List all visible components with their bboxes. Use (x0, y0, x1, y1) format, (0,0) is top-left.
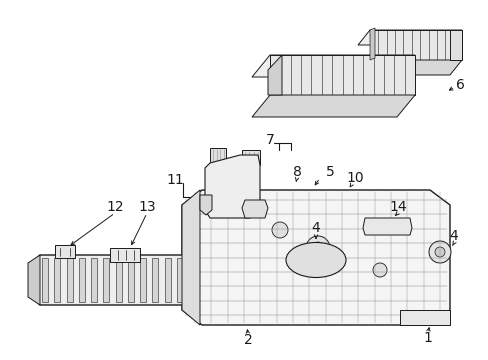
Polygon shape (91, 258, 97, 302)
Polygon shape (357, 60, 461, 75)
Polygon shape (399, 310, 449, 325)
Text: 14: 14 (388, 200, 406, 214)
Text: 8: 8 (292, 165, 301, 179)
Polygon shape (449, 30, 461, 60)
Text: 4: 4 (448, 229, 457, 243)
Polygon shape (242, 150, 260, 165)
Polygon shape (204, 155, 260, 218)
Polygon shape (369, 30, 461, 60)
Polygon shape (182, 190, 200, 325)
Text: 12: 12 (106, 200, 123, 214)
Circle shape (428, 241, 450, 263)
Text: 10: 10 (346, 171, 363, 185)
Polygon shape (182, 190, 449, 325)
Polygon shape (357, 30, 461, 45)
Text: 7: 7 (265, 133, 274, 147)
Circle shape (434, 247, 444, 257)
Text: 6: 6 (455, 78, 464, 92)
Polygon shape (115, 258, 122, 302)
Polygon shape (140, 258, 146, 302)
Polygon shape (128, 258, 134, 302)
Polygon shape (30, 255, 195, 305)
Text: 1: 1 (423, 331, 431, 345)
Polygon shape (269, 55, 414, 95)
Polygon shape (177, 258, 183, 302)
Polygon shape (200, 195, 212, 215)
Text: 13: 13 (138, 200, 156, 214)
Text: 4: 4 (311, 221, 320, 235)
Polygon shape (103, 258, 109, 302)
Polygon shape (54, 258, 60, 302)
Polygon shape (55, 245, 75, 258)
Text: 9: 9 (223, 158, 232, 172)
Polygon shape (251, 95, 414, 117)
Polygon shape (152, 258, 158, 302)
Polygon shape (66, 258, 72, 302)
Polygon shape (79, 258, 84, 302)
Text: 2: 2 (243, 333, 252, 347)
Circle shape (311, 242, 324, 254)
Text: 11: 11 (166, 173, 183, 187)
Polygon shape (209, 148, 225, 163)
Text: 3: 3 (243, 198, 252, 212)
Polygon shape (369, 28, 374, 60)
Circle shape (271, 222, 287, 238)
Circle shape (305, 236, 329, 260)
Polygon shape (267, 55, 282, 95)
Polygon shape (242, 200, 267, 218)
Text: 5: 5 (325, 165, 334, 179)
Polygon shape (164, 258, 170, 302)
Circle shape (372, 263, 386, 277)
Polygon shape (362, 218, 411, 235)
Polygon shape (42, 258, 48, 302)
Polygon shape (28, 255, 40, 305)
Ellipse shape (285, 243, 346, 278)
Polygon shape (251, 55, 414, 77)
Polygon shape (110, 248, 140, 262)
